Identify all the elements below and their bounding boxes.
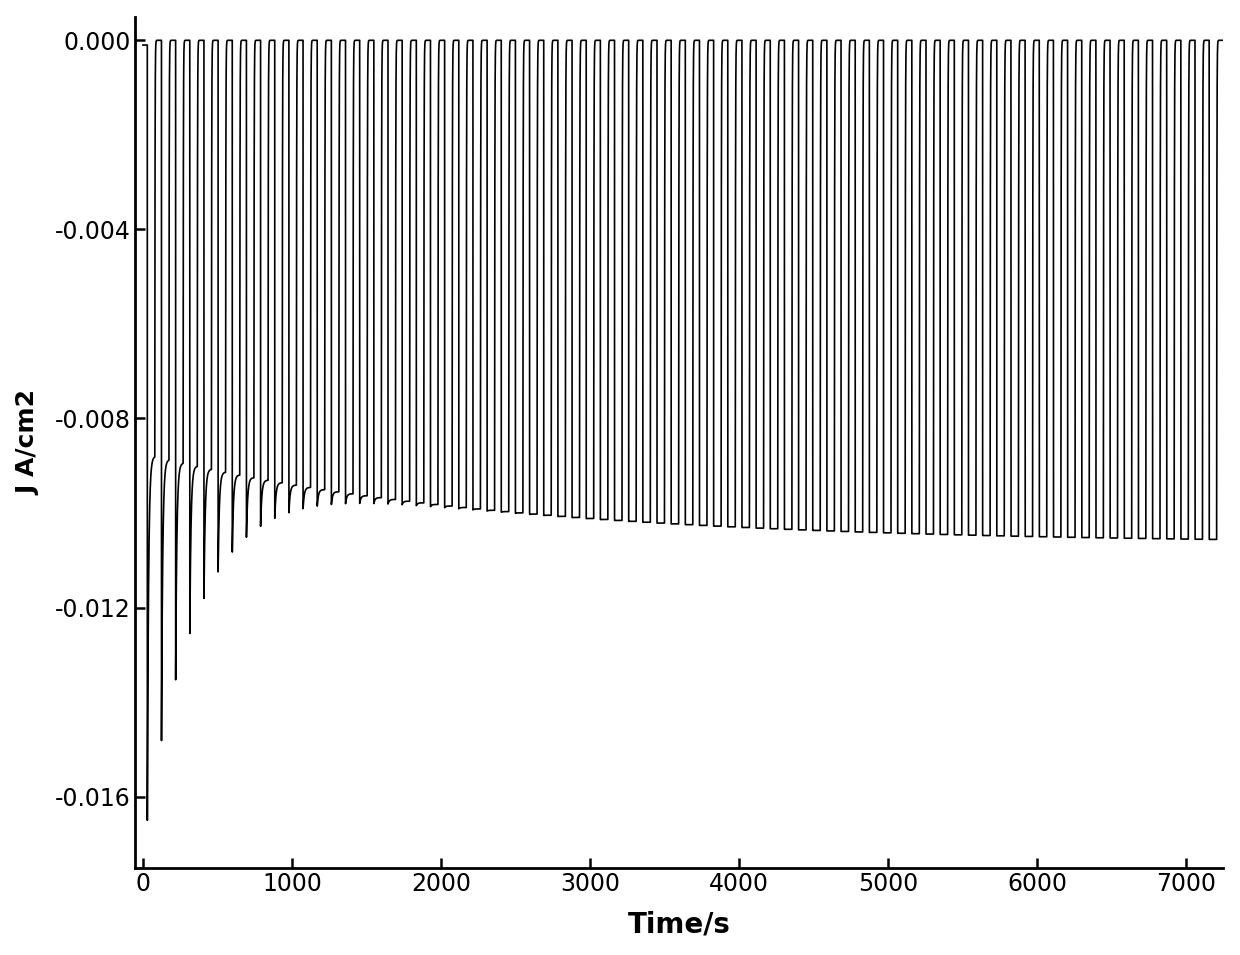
X-axis label: Time/s: Time/s bbox=[627, 910, 730, 939]
Y-axis label: J A/cm2: J A/cm2 bbox=[16, 390, 41, 495]
